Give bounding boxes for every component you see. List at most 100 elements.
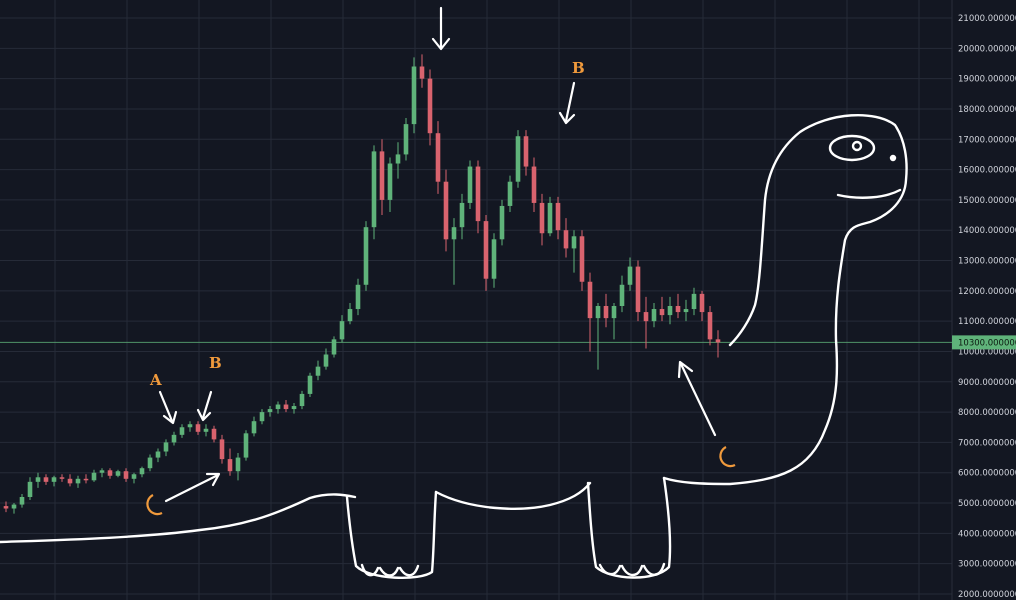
dinosaur-eye [828,134,876,162]
candle-body [283,404,289,410]
candle-up [187,421,193,432]
candle-down [539,193,545,246]
candle-up [611,302,617,340]
candle-body [427,78,433,134]
candle-down [603,293,609,328]
moon-icon [719,446,736,468]
candle-down [587,272,593,352]
candle-body [451,227,457,240]
candle-body [563,230,569,249]
dinosaur-front-leg [345,490,438,580]
candle-body [123,471,129,479]
candle-up [491,233,497,288]
candle-up [267,406,273,417]
candle-body [115,471,121,476]
annotation-letter-a: A [149,371,162,389]
candle-up [363,221,369,291]
candle-body [3,506,9,509]
candle-body [523,136,529,167]
dinosaur-tail-back-outline [0,493,357,544]
candle-up [291,403,297,414]
candle-up [627,257,633,291]
candle-body [611,306,617,319]
y-tick-label: 17000.000000 [958,135,1016,145]
candle-body [75,478,81,484]
candle-down [43,474,49,485]
candle-body [251,421,257,434]
candle-body [203,428,209,432]
candle-up [667,296,673,325]
candle-body [635,266,641,313]
y-tick-label: 15000.000000 [958,196,1016,206]
candle-up [115,469,121,478]
candle-body [195,424,201,432]
arrow-a [158,390,178,425]
candle-body [211,428,217,440]
dinosaur-drawing [0,113,908,580]
candle-up [507,175,513,213]
candle-body [163,442,169,452]
candle-down [643,296,649,349]
candle-down [427,69,433,146]
candle-body [379,151,385,200]
dinosaur-toes-front [360,563,420,577]
candle-body [435,133,441,182]
candle-body [467,166,473,203]
candle-down [211,425,217,443]
candle-down [219,434,225,464]
candle-body [35,477,41,482]
y-tick-label: 21000.000000 [958,14,1016,24]
candle-up [299,390,305,410]
candle-down [563,218,569,258]
candle-body [531,166,537,203]
y-tick-label: 8000.0000000 [958,408,1016,418]
candle-body [715,339,721,343]
candle-body [51,477,57,482]
candle-body [603,306,609,319]
candle-body [179,427,185,435]
candle-down [531,157,537,213]
annotation-arrows [158,6,717,503]
candle-up [595,302,601,370]
candle-up [395,142,401,179]
arrow-moon-left [164,472,221,503]
candle-down [443,169,449,252]
y-tick-label: 9000.0000000 [958,378,1016,388]
candle-up [75,475,81,488]
candle-body [259,412,265,422]
y-tick-label: 13000.000000 [958,257,1016,267]
candle-body [43,477,49,482]
candle-up [99,468,105,478]
candle-body [139,468,145,475]
candle-down [3,501,9,513]
candle-up [35,472,41,488]
candle-body [547,202,553,234]
candle-layer [3,54,721,514]
candle-up [371,145,377,240]
candle-body [19,496,25,505]
candle-up [179,424,185,438]
candle-up [19,493,25,508]
candle-body [11,504,17,509]
candle-body [675,306,681,313]
candle-down [283,399,289,413]
candle-up [139,466,145,478]
candle-up [11,503,17,514]
candle-down [123,468,129,482]
current-price-label: 10300.000000 [958,338,1016,348]
candle-up [651,302,657,328]
candle-body [571,236,577,249]
candle-up [251,416,257,437]
candle-body [419,66,425,79]
candle-body [315,366,321,376]
candle-body [107,470,113,476]
candle-body [323,354,329,367]
candle-body [651,309,657,322]
y-tick-label: 7000.0000000 [958,438,1016,448]
candle-body [539,202,545,234]
candle-body [643,312,649,322]
candle-body [707,312,713,340]
candle-body [579,236,585,282]
price-axis-background [952,0,1016,600]
